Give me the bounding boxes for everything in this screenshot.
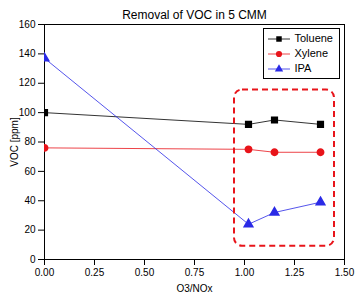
svg-text:20: 20 — [24, 224, 36, 235]
svg-text:160: 160 — [19, 19, 36, 30]
svg-text:1.25: 1.25 — [285, 267, 305, 278]
svg-text:0.50: 0.50 — [135, 267, 155, 278]
svg-text:VOC [ppm]: VOC [ppm] — [9, 117, 20, 167]
svg-text:Removal of VOC in 5 CMM: Removal of VOC in 5 CMM — [122, 8, 267, 22]
svg-text:120: 120 — [19, 77, 36, 88]
svg-text:60: 60 — [24, 166, 36, 177]
html-text:IPA: IPA — [294, 62, 312, 74]
html-text:Xylene: Xylene — [294, 47, 329, 59]
svg-text:0: 0 — [30, 254, 36, 265]
svg-text:O3/NOx: O3/NOx — [176, 283, 212, 294]
html-text:Toluene: Toluene — [294, 32, 333, 44]
svg-text:80: 80 — [24, 136, 36, 147]
svg-text:100: 100 — [19, 107, 36, 118]
svg-text:0.75: 0.75 — [185, 267, 205, 278]
svg-text:1.00: 1.00 — [235, 267, 255, 278]
svg-text:0.25: 0.25 — [85, 267, 105, 278]
svg-text:0.00: 0.00 — [35, 267, 55, 278]
svg-text:140: 140 — [19, 48, 36, 59]
svg-text:1.50: 1.50 — [335, 267, 355, 278]
svg-text:40: 40 — [24, 195, 36, 206]
